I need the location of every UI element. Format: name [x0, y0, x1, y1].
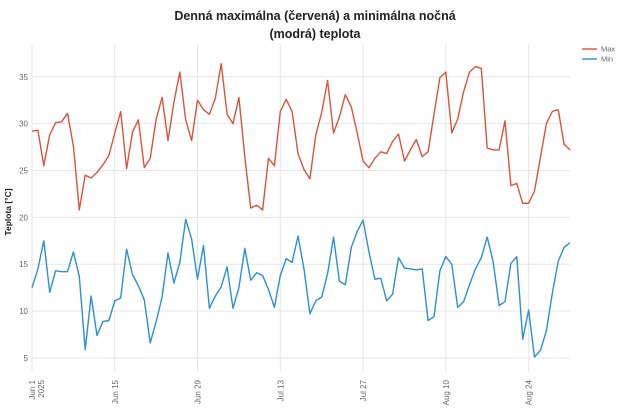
y-tick-label: 20: [19, 213, 28, 222]
chart-title: Denná maximálna (červená) a minimálna no…: [130, 7, 500, 43]
y-axis-ticks: 5 10 15 20 25 30 35: [19, 73, 28, 363]
x-axis-ticks: Jun 1 2025 Jun 15 Jun 29 Jul 13 Jul 27 Aug 10 A…: [28, 379, 534, 405]
legend-label-max: Max: [601, 45, 615, 54]
x-tick-label: Aug 24: [525, 379, 534, 405]
y-tick-label: 15: [19, 260, 28, 269]
series-line-min: [31, 218, 571, 358]
x-tick-label-year: 2025: [37, 379, 46, 397]
x-tick-label: Jun 29: [194, 379, 203, 404]
x-tick-label: Jul 27: [359, 379, 368, 401]
chart-title-line2: (modrá) teplota: [269, 27, 361, 41]
y-tick-label: 25: [19, 167, 28, 176]
y-tick-label: 35: [19, 73, 28, 82]
x-tick-label: Jul 13: [276, 379, 285, 401]
series-line-max: [31, 63, 571, 211]
grid: [31, 44, 570, 372]
legend-label-min: Min: [601, 55, 613, 64]
chart-title-line1: Denná maximálna (červená) a minimálna no…: [174, 9, 456, 23]
y-tick-label: 5: [24, 354, 29, 363]
y-axis-label: Teplota [°C]: [3, 188, 13, 235]
x-tick-label: Jun 1: [28, 379, 37, 399]
series-layer: [31, 63, 571, 358]
x-tick-label: Aug 10: [442, 379, 451, 405]
y-tick-label: 10: [19, 307, 28, 316]
y-tick-label: 30: [19, 120, 28, 129]
x-tick-label: Jun 15: [111, 379, 120, 404]
